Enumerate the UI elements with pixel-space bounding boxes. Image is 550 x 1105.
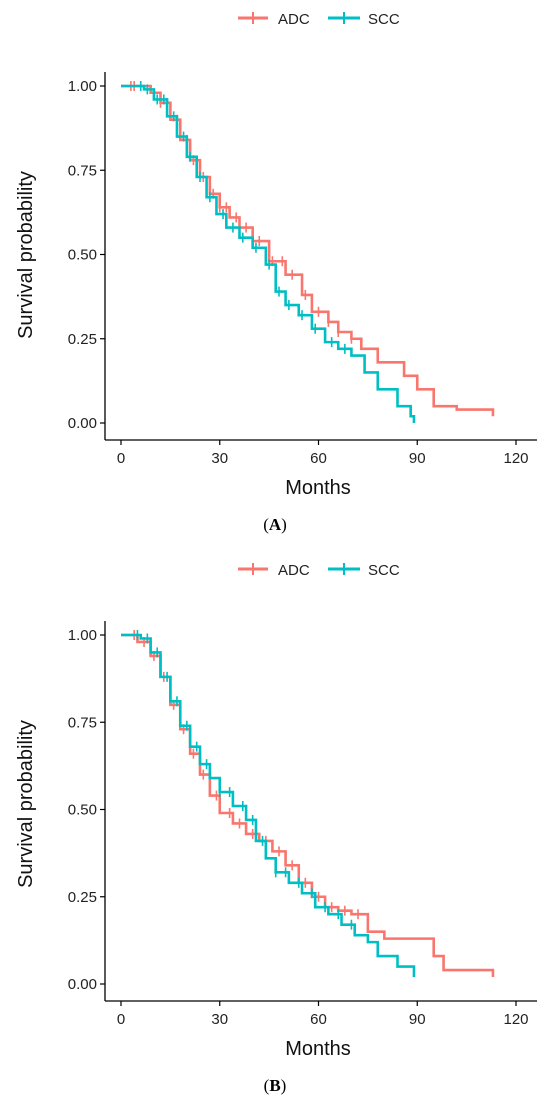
panel-label-letter: A bbox=[269, 515, 282, 534]
legend-label-scc: SCC bbox=[368, 562, 400, 579]
y-tick-label: 0.00 bbox=[68, 415, 97, 432]
y-axis-title: Survival probability bbox=[15, 720, 37, 888]
curves bbox=[121, 81, 495, 423]
panel-label-a: (A) bbox=[263, 515, 287, 534]
y-axis-title: Survival probability bbox=[15, 171, 37, 339]
x-tick-label: 120 bbox=[503, 1011, 528, 1028]
series-line-scc bbox=[121, 633, 416, 978]
y-tick-label: 0.50 bbox=[68, 802, 97, 819]
x-tick-label: 60 bbox=[310, 1011, 327, 1028]
x-tick-label: 90 bbox=[409, 1011, 426, 1028]
x-tick-label: 90 bbox=[409, 450, 426, 467]
panel-label-letter: B bbox=[269, 1076, 280, 1095]
panel-label-open: ( bbox=[264, 1076, 270, 1095]
panel-label-close: ) bbox=[281, 515, 287, 534]
x-axis-title: Months bbox=[285, 477, 351, 499]
panel-label-open: ( bbox=[263, 515, 269, 534]
x-tick-label: 60 bbox=[310, 450, 327, 467]
y-tick-label: 0.75 bbox=[68, 162, 97, 179]
axes: 0 30 60 90 120 0.00 0.25 0.50 0.75 1.00 bbox=[68, 72, 537, 467]
panel-label-close: ) bbox=[281, 1076, 287, 1095]
series-line-adc bbox=[121, 633, 495, 978]
x-tick-label: 0 bbox=[117, 450, 125, 467]
y-tick-label: 1.00 bbox=[68, 78, 97, 95]
panel-label-b: (B) bbox=[264, 1076, 287, 1095]
x-tick-label: 0 bbox=[117, 1011, 125, 1028]
y-tick-label: 0.75 bbox=[68, 714, 97, 731]
series-line-scc bbox=[121, 84, 416, 423]
y-tick-label: 1.00 bbox=[68, 627, 97, 644]
x-axis-title: Months bbox=[285, 1038, 351, 1060]
legend: ADC SCC bbox=[238, 562, 400, 579]
legend-label-adc: ADC bbox=[278, 11, 310, 28]
legend: ADC SCC bbox=[238, 11, 400, 28]
y-tick-label: 0.25 bbox=[68, 331, 97, 348]
x-tick-label: 30 bbox=[211, 450, 228, 467]
y-tick-label: 0.25 bbox=[68, 889, 97, 906]
y-tick-label: 0.00 bbox=[68, 976, 97, 993]
legend-label-adc: ADC bbox=[278, 562, 310, 579]
x-tick-label: 30 bbox=[211, 1011, 228, 1028]
legend-item-adc: ADC bbox=[238, 11, 310, 28]
curves bbox=[121, 630, 495, 978]
y-tick-label: 0.50 bbox=[68, 247, 97, 264]
panel-b: ADC SCC Survival probability Months 0 30 6… bbox=[15, 562, 537, 1095]
legend-label-scc: SCC bbox=[368, 11, 400, 28]
panel-a: ADC SCC Survival probability Months 0 30 6… bbox=[15, 11, 537, 534]
legend-item-adc: ADC bbox=[238, 562, 310, 579]
axes: 0 30 60 90 120 0.00 0.25 0.50 0.75 1.00 bbox=[68, 621, 537, 1028]
x-tick-label: 120 bbox=[503, 450, 528, 467]
legend-item-scc: SCC bbox=[328, 562, 400, 579]
legend-item-scc: SCC bbox=[328, 11, 400, 28]
